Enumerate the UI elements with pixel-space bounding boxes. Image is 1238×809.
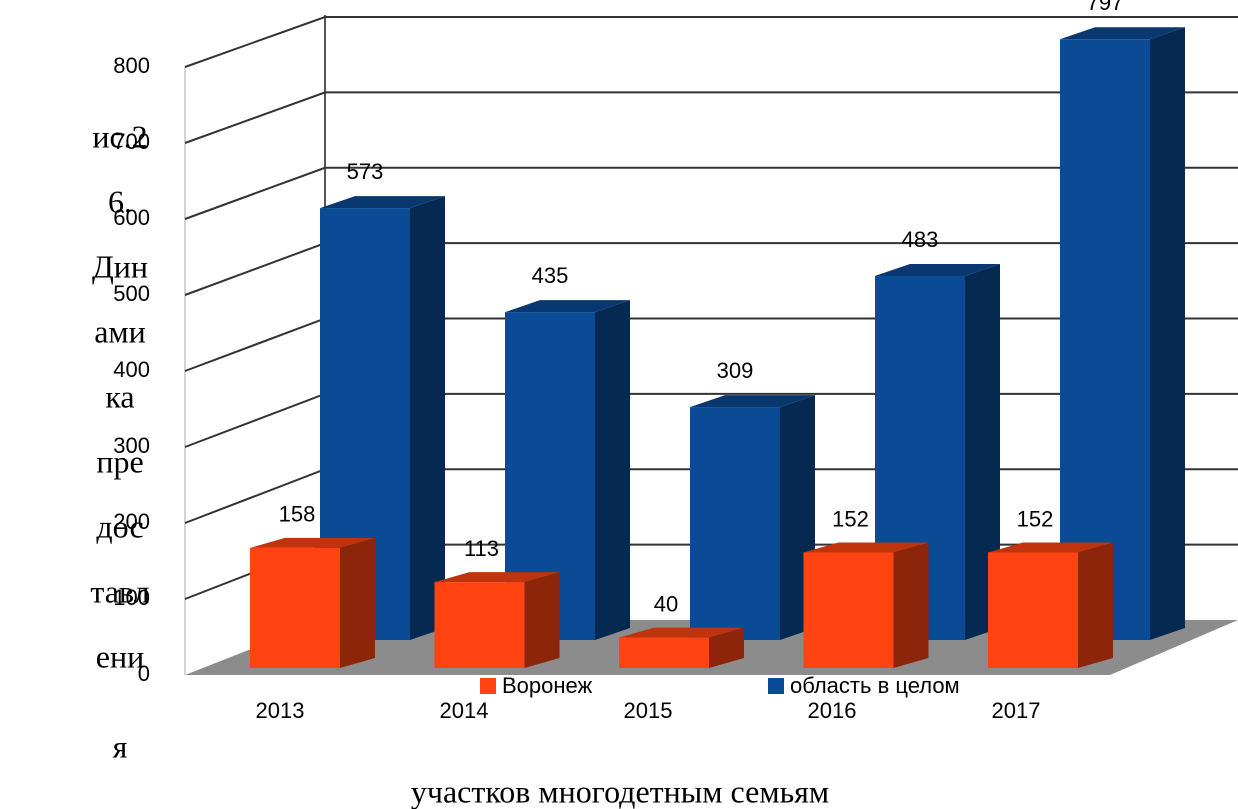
bar-face bbox=[988, 542, 1113, 553]
bar bbox=[988, 542, 1113, 668]
caption-line: ис.2 bbox=[92, 118, 147, 154]
caption-line: я bbox=[113, 728, 128, 764]
bar bbox=[875, 263, 1000, 640]
bar bbox=[690, 395, 815, 640]
bar-face bbox=[803, 552, 894, 668]
bar-face bbox=[250, 537, 375, 548]
caption-line: дос bbox=[96, 508, 143, 544]
grid-line bbox=[184, 16, 1238, 68]
legend-swatch bbox=[480, 678, 496, 694]
grid-line bbox=[184, 91, 1238, 144]
data-label: 113 bbox=[464, 536, 499, 561]
bar-face bbox=[1060, 27, 1185, 40]
x-tick-label: 2017 bbox=[992, 698, 1041, 723]
grid-line bbox=[184, 166, 1238, 220]
bar bbox=[803, 542, 929, 668]
bar-face bbox=[875, 263, 1000, 276]
bar-face bbox=[619, 627, 744, 638]
caption: участков многодетным семьям bbox=[411, 773, 829, 809]
bar-face bbox=[1150, 27, 1185, 641]
caption-line: пре bbox=[96, 443, 143, 479]
data-label: 797 bbox=[1087, 0, 1124, 15]
data-label: 152 bbox=[1017, 506, 1054, 531]
y-tick-label: 400 bbox=[113, 357, 150, 382]
bar-face bbox=[505, 300, 630, 313]
y-tick-label: 300 bbox=[113, 433, 150, 458]
bar-face bbox=[434, 582, 525, 668]
y-tick-label: 0 bbox=[138, 661, 150, 686]
bar-face bbox=[690, 407, 780, 640]
bar-face bbox=[250, 547, 340, 668]
x-tick-label: 2015 bbox=[624, 698, 673, 723]
caption-line: ами bbox=[94, 313, 146, 349]
data-label: 573 bbox=[347, 159, 384, 184]
legend-swatch bbox=[768, 678, 784, 694]
bar-face bbox=[340, 537, 375, 668]
caption-line: ка bbox=[105, 378, 134, 414]
data-label: 483 bbox=[902, 227, 939, 252]
bar bbox=[434, 572, 560, 668]
data-label: 309 bbox=[717, 358, 754, 383]
bar-face bbox=[619, 637, 709, 668]
caption-line: ени bbox=[96, 638, 144, 674]
legend-label: область в целом bbox=[790, 673, 960, 698]
caption-line: тавл bbox=[90, 573, 149, 609]
y-tick-label: 600 bbox=[113, 205, 150, 230]
caption-line: Дин bbox=[92, 248, 148, 284]
bar bbox=[1060, 27, 1185, 641]
x-tick-label: 2014 bbox=[440, 698, 489, 723]
data-label: 40 bbox=[654, 591, 678, 616]
bar-face bbox=[595, 300, 630, 640]
bar-face bbox=[803, 542, 929, 553]
y-tick-label: 800 bbox=[113, 53, 150, 78]
y-tick-label: 100 bbox=[113, 585, 150, 610]
caption-line: 6. bbox=[108, 183, 132, 219]
data-label: 435 bbox=[532, 263, 569, 288]
y-tick-label: 700 bbox=[113, 129, 150, 154]
bar-face bbox=[988, 552, 1078, 668]
bar-face bbox=[524, 572, 560, 668]
bar-face bbox=[320, 196, 445, 209]
bar-face bbox=[1078, 542, 1113, 668]
bar-face bbox=[709, 627, 744, 668]
x-tick-label: 2016 bbox=[808, 698, 857, 723]
bar-face bbox=[410, 196, 445, 640]
y-tick-label: 500 bbox=[113, 281, 150, 306]
data-label: 158 bbox=[279, 502, 316, 527]
y-tick-label: 200 bbox=[113, 509, 150, 534]
bar bbox=[250, 537, 375, 668]
x-tick-label: 2013 bbox=[256, 698, 305, 723]
legend-label: Воронеж bbox=[502, 673, 593, 698]
bar-face bbox=[965, 263, 1000, 640]
data-label: 152 bbox=[832, 506, 869, 531]
bar-face bbox=[690, 395, 815, 408]
bar bbox=[619, 627, 744, 668]
bar-face bbox=[893, 542, 929, 668]
bar-face bbox=[1060, 39, 1150, 641]
bar-face bbox=[434, 572, 560, 583]
